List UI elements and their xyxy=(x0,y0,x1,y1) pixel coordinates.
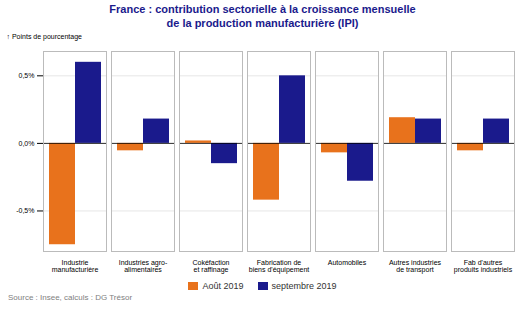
svg-text:Autres industriesde transport: Autres industriesde transport xyxy=(389,259,442,274)
html-text:Août 2019: Août 2019 xyxy=(202,280,244,291)
svg-text:Industries agro-alimentaires: Industries agro-alimentaires xyxy=(119,259,168,273)
html-text:France : contribution sectorie: France : contribution sectorielle à la c… xyxy=(109,3,416,29)
svg-text:Fabrication debiens d'équipeme: Fabrication debiens d'équipement xyxy=(249,259,310,274)
svg-text:Industriemanufacturière: Industriemanufacturière xyxy=(52,259,99,273)
svg-text:Cokéfactionet raffinage: Cokéfactionet raffinage xyxy=(193,259,230,274)
svg-text:0,5%: 0,5% xyxy=(19,72,35,79)
svg-text:-0,5%: -0,5% xyxy=(16,207,34,214)
svg-text:Fab d'autresproduits industrie: Fab d'autresproduits industriels xyxy=(454,259,513,274)
svg-text:↑ Points de pourcentage: ↑ Points de pourcentage xyxy=(7,33,83,41)
svg-text:Automobiles: Automobiles xyxy=(328,259,367,266)
html-text:septembre 2019: septembre 2019 xyxy=(271,280,337,291)
html-text:Source : Insee, calculs : DG T: Source : Insee, calculs : DG Trésor xyxy=(8,292,132,302)
svg-text:0,0%: 0,0% xyxy=(19,139,35,146)
